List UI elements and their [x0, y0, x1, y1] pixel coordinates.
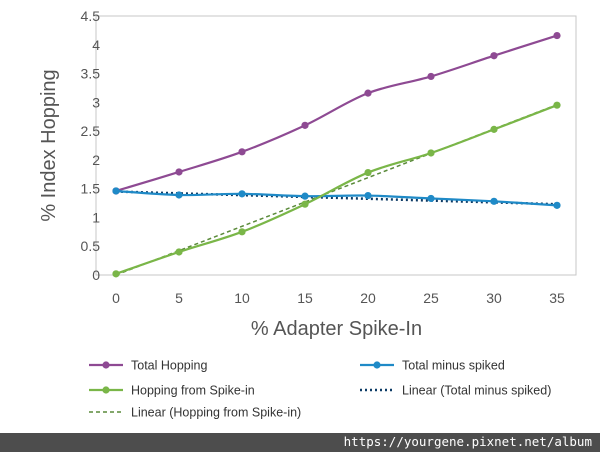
legend-item: Total Hopping	[89, 359, 207, 373]
trendline-0	[115, 190, 558, 206]
data-point	[364, 191, 372, 200]
data-point	[490, 125, 498, 133]
y-tick-label: 0.5	[81, 238, 101, 254]
data-point	[553, 201, 561, 209]
legend-item: Linear (Total minus spiked)	[360, 384, 551, 398]
data-point	[427, 72, 435, 81]
data-point	[238, 228, 246, 236]
y-tick-label: 4.5	[81, 8, 101, 24]
data-point	[112, 270, 120, 278]
data-point	[490, 52, 498, 60]
data-point	[553, 31, 561, 40]
legend-marker	[102, 361, 110, 369]
data-point	[490, 197, 498, 205]
x-tick-label: 20	[360, 290, 376, 306]
legend-label: Linear (Total minus spiked)	[402, 384, 551, 398]
x-tick-label: 35	[549, 290, 565, 306]
x-tick-label: 5	[175, 290, 183, 306]
legend-label: Linear (Hopping from Spike-in)	[131, 406, 301, 420]
x-tick-label: 30	[486, 290, 502, 306]
x-axis: 0 5 10 15 20 25 30 35	[112, 290, 565, 306]
series-line-0	[115, 34, 558, 193]
y-tick-label: 4	[92, 37, 100, 53]
x-tick-label: 0	[112, 290, 120, 306]
data-point	[427, 149, 435, 157]
data-point	[112, 187, 120, 195]
data-point	[238, 190, 246, 198]
legend-label: Total minus spiked	[402, 359, 505, 373]
y-tick-label: 2	[92, 152, 100, 168]
x-axis-label: % Adapter Spike-In	[251, 318, 422, 340]
data-point	[364, 89, 372, 97]
plot-border	[95, 15, 577, 276]
plot-area	[95, 15, 577, 276]
y-axis-label: % Index Hopping	[38, 69, 60, 221]
series-line-2	[115, 104, 558, 275]
y-tick-label: 2.5	[81, 123, 101, 139]
legend-marker	[373, 361, 381, 369]
y-tick-label: 1	[92, 209, 100, 225]
y-tick-label: 1.5	[81, 181, 101, 197]
y-tick-label: 3.5	[81, 66, 101, 82]
series-line-1	[115, 189, 558, 207]
data-point	[301, 121, 309, 129]
watermark-text: https://yourgene.pixnet.net/album	[343, 434, 592, 449]
legend-item: Total minus spiked	[360, 359, 505, 373]
chart: 0 0.5 1 1.5 2 2.5 3 3.5 4 4.5 0 5 10 15 20 25 30 35 % In…	[38, 8, 577, 420]
series	[112, 31, 561, 278]
x-tick-label: 10	[234, 290, 250, 306]
legend-item: Linear (Hopping from Spike-in)	[89, 406, 301, 420]
legend-label: Hopping from Spike-in	[131, 384, 255, 398]
y-tick-label: 0	[92, 267, 100, 283]
y-axis: 0 0.5 1 1.5 2 2.5 3 3.5 4 4.5	[81, 8, 101, 283]
data-point	[553, 101, 561, 109]
data-point	[301, 200, 309, 208]
data-point	[175, 168, 183, 176]
x-tick-label: 15	[297, 290, 313, 306]
data-point	[364, 168, 372, 177]
data-point	[175, 248, 183, 256]
legend-item: Hopping from Spike-in	[89, 384, 255, 398]
y-tick-label: 3	[92, 94, 100, 110]
data-point	[238, 148, 246, 156]
legend-marker	[102, 386, 110, 394]
data-point	[175, 191, 183, 199]
legend-label: Total Hopping	[131, 359, 207, 373]
data-point	[427, 194, 435, 203]
x-tick-label: 25	[423, 290, 439, 306]
data-point	[301, 192, 309, 200]
watermark-bar: https://yourgene.pixnet.net/album	[0, 433, 600, 452]
legend: Total Hopping Total minus spiked Hopping f…	[89, 359, 551, 420]
